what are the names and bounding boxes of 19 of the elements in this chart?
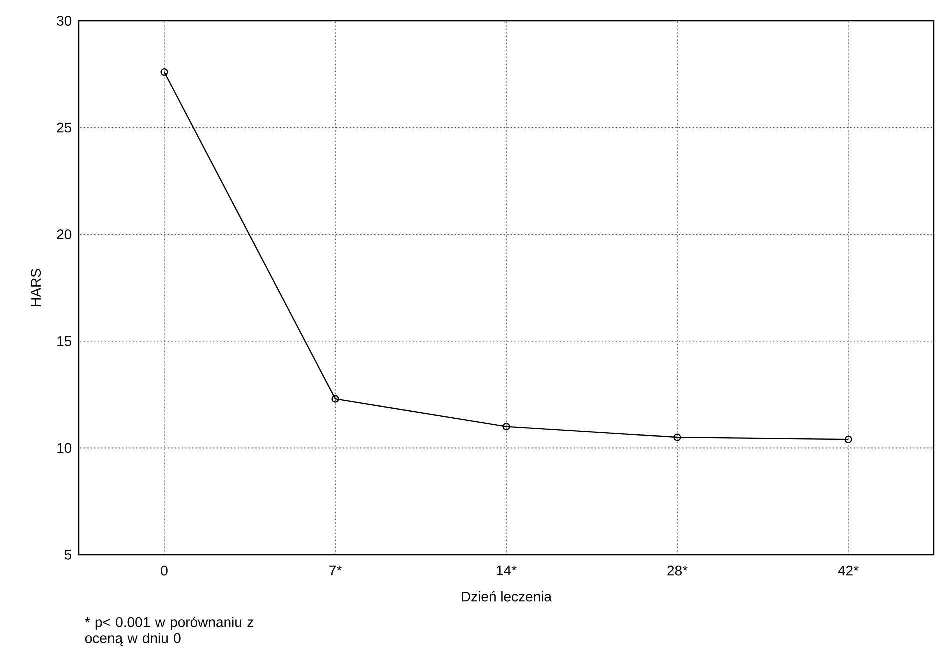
y-axis-title: HARS — [31, 269, 42, 306]
text: * p< 0.001 w porównaniu z oceną w dniu 0 — [85, 616, 254, 646]
point — [844, 436, 852, 444]
point — [160, 68, 168, 76]
point — [502, 423, 510, 431]
x-tick-label: 14* — [497, 566, 517, 576]
x-tick-label: 7* — [330, 566, 342, 576]
y-tick-label: 5 — [64, 550, 72, 560]
y-tick-label: 20 — [57, 230, 72, 240]
x-tick-label: 42* — [838, 566, 859, 576]
y-tick-label: 25 — [57, 122, 72, 133]
y-tick-label: 30 — [57, 16, 72, 26]
x-tick-label: 28* — [668, 566, 688, 576]
y-tick-label: 15 — [58, 336, 72, 346]
y-tick-label: 10 — [58, 443, 72, 454]
x-tick-label: 0 — [161, 566, 168, 576]
x-axis-title: Dzień leczenia — [462, 591, 552, 602]
point — [674, 434, 682, 442]
point — [332, 395, 340, 403]
